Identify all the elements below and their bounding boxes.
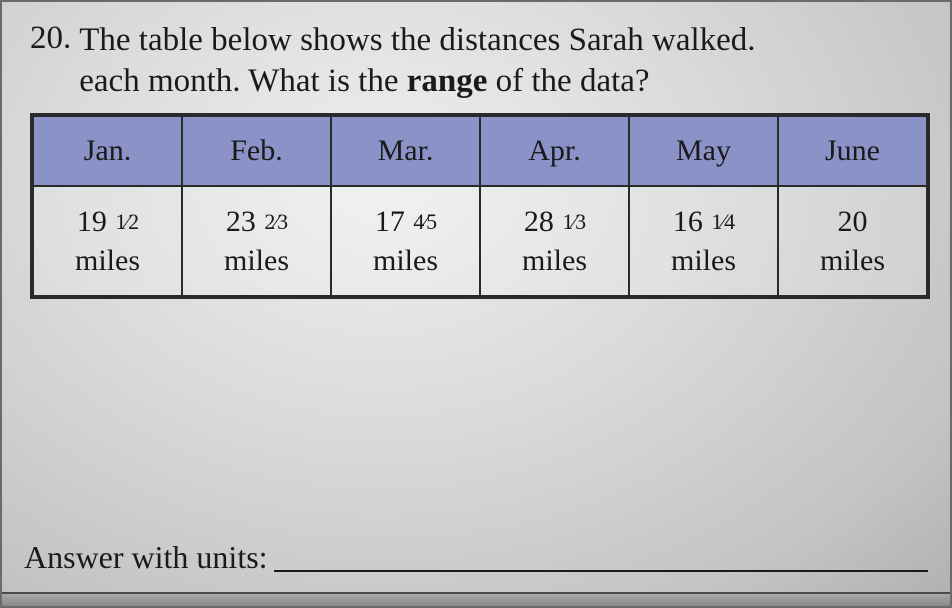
cell-fraction: 1⁄3 <box>562 208 585 237</box>
table-cell: 17 4⁄5 miles <box>331 186 480 296</box>
cell-unit: miles <box>224 244 289 277</box>
col-header: Apr. <box>480 116 629 186</box>
cell-unit: miles <box>671 244 736 277</box>
col-header: Jan. <box>33 116 182 186</box>
table-cell: 28 1⁄3 miles <box>480 186 629 296</box>
cell-unit: miles <box>522 244 587 277</box>
col-header: Mar. <box>331 116 480 186</box>
cell-fraction: 4⁄5 <box>413 208 436 237</box>
cell-whole: 28 <box>524 205 554 238</box>
col-header: May <box>629 116 778 186</box>
answer-blank[interactable] <box>274 570 928 572</box>
table-header-row: Jan. Feb. Mar. Apr. May June <box>33 116 927 186</box>
cell-fraction: 1⁄4 <box>711 208 734 237</box>
answer-label: Answer with units: <box>24 539 274 576</box>
answer-line: Answer with units: <box>24 539 928 576</box>
data-table: Jan. Feb. Mar. Apr. May June 19 1⁄2 miles… <box>32 115 928 297</box>
question-text: The table below shows the distances Sara… <box>79 20 755 103</box>
cell-whole: 20 <box>838 205 868 238</box>
cell-whole: 23 <box>226 205 256 238</box>
question-line2-post: of the data? <box>487 63 649 99</box>
cell-fraction: 2⁄3 <box>264 208 287 237</box>
table-cell: 23 2⁄3 miles <box>182 186 331 296</box>
question-line1: The table below shows the distances Sara… <box>79 22 755 58</box>
col-header: Feb. <box>182 116 331 186</box>
col-header: June <box>778 116 927 186</box>
table-cell: 16 1⁄4 miles <box>629 186 778 296</box>
cell-whole: 17 <box>375 205 405 238</box>
question-number: 20. <box>30 20 71 57</box>
cell-unit: miles <box>373 244 438 277</box>
cell-fraction: 1⁄2 <box>115 208 138 237</box>
cell-unit: miles <box>75 244 140 277</box>
worksheet-page: 20. The table below shows the distances … <box>0 0 952 608</box>
table-row: 19 1⁄2 miles 23 2⁄3 miles 17 4⁄5 miles 28 1… <box>33 186 927 296</box>
table-cell: 19 1⁄2 miles <box>33 186 182 296</box>
page-bottom-edge <box>2 592 950 606</box>
question-block: 20. The table below shows the distances … <box>30 20 930 103</box>
cell-whole: 16 <box>673 205 703 238</box>
data-table-wrap: Jan. Feb. Mar. Apr. May June 19 1⁄2 miles… <box>30 113 930 299</box>
table-cell: 20 miles <box>778 186 927 296</box>
question-bold-word: range <box>407 63 488 99</box>
question-line2-pre: each month. What is the <box>79 63 406 99</box>
cell-unit: miles <box>820 244 885 277</box>
cell-whole: 19 <box>77 205 107 238</box>
